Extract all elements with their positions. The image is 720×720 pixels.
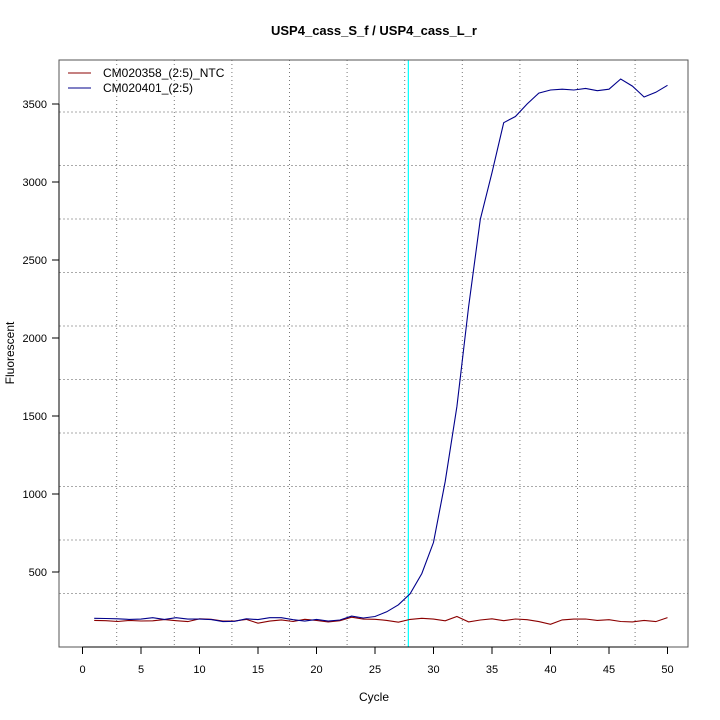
grid [59,60,688,647]
x-tick-label: 25 [369,664,381,676]
x-tick-label: 35 [486,664,498,676]
series-line-0 [94,615,668,625]
x-tick-label: 30 [427,664,439,676]
x-tick-label: 15 [252,664,264,676]
legend: CM020358_(2:5)_NTC CM020401_(2:5) [68,66,225,95]
y-tick-label: 2500 [23,255,47,267]
legend-label-1: CM020401_(2:5) [103,81,193,95]
y-tick-label: 3000 [23,177,47,189]
x-axis-label: Cycle [359,690,389,704]
y-tick-label: 1000 [23,489,47,501]
x-tick-label: 40 [544,664,556,676]
legend-label-0: CM020358_(2:5)_NTC [103,66,225,80]
y-tick-label: 500 [29,567,47,579]
x-tick-label: 50 [661,664,673,676]
plot-frame [58,59,689,648]
y-tick-label: 2000 [23,333,47,345]
series-lines [94,78,668,625]
x-tick-label: 10 [193,664,205,676]
x-tick-label: 45 [603,664,615,676]
y-axis: 500 1000 1500 2000 2500 3000 3500 [23,99,60,579]
y-tick-label: 1500 [23,411,47,423]
chart-title: USP4_cass_S_f / USP4_cass_L_r [271,23,477,38]
x-tick-label: 20 [310,664,322,676]
y-axis-label: Fluorescent [3,321,17,384]
y-tick-label: 3500 [23,99,47,111]
x-tick-label: 5 [138,664,144,676]
series-line-1 [94,78,668,623]
x-tick-label: 0 [79,664,85,676]
x-axis: 0 5 10 15 20 25 30 35 40 45 50 [79,646,674,676]
